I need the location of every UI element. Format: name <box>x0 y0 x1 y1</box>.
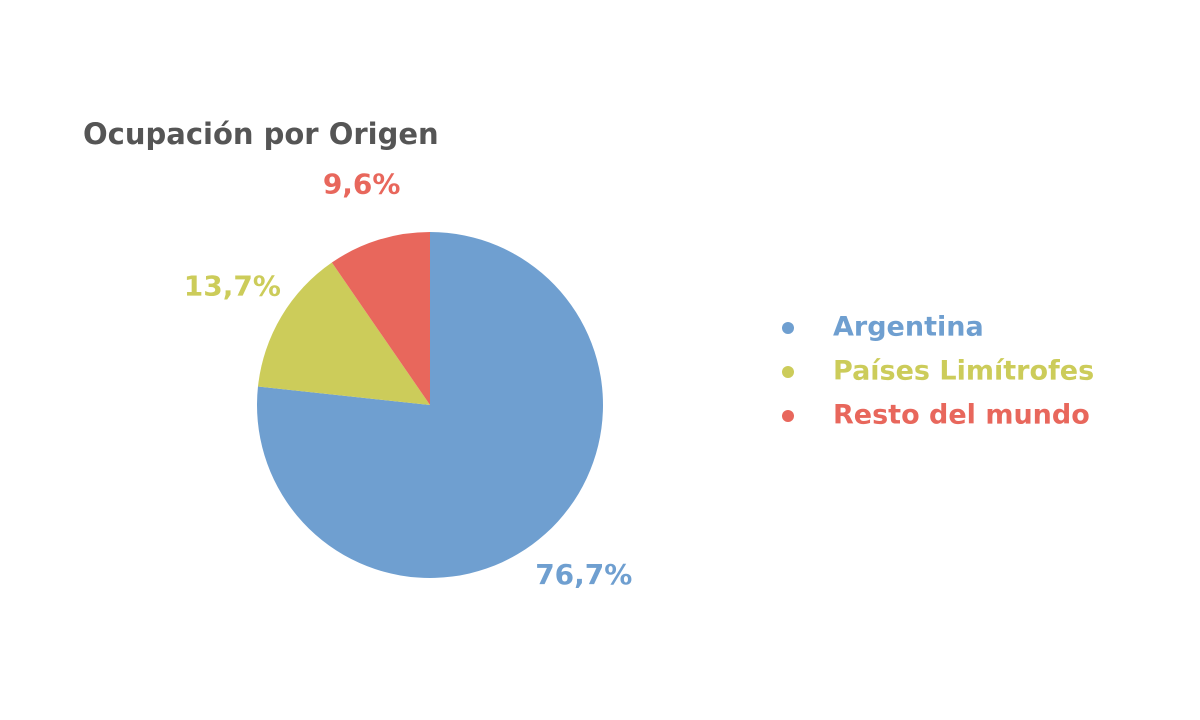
data-label: 9,6% <box>323 167 401 200</box>
legend-marker <box>782 366 794 378</box>
legend-label: Argentina <box>833 312 984 343</box>
legend-label: Países Limítrofes <box>833 356 1094 387</box>
legend-marker <box>782 410 794 422</box>
pie-slice <box>257 262 430 405</box>
legend-label: Resto del mundo <box>833 400 1090 431</box>
chart-title: Ocupación por Origen <box>83 117 439 151</box>
legend-marker <box>782 322 794 334</box>
pie-slice <box>331 232 430 405</box>
data-label: 13,7% <box>184 269 281 302</box>
pie-slice <box>257 232 603 578</box>
data-label: 76,7% <box>535 558 632 591</box>
